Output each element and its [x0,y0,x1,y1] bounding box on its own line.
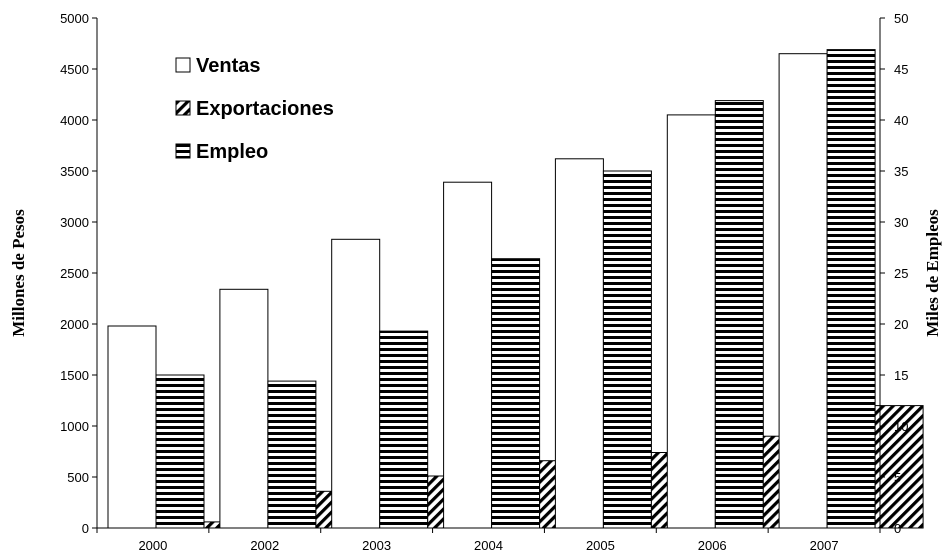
x-tick-label-2002: 2002 [250,538,279,553]
y-tick-label-left-3500: 3500 [60,164,89,179]
bar-empleo-2005 [602,170,652,529]
bar-ventas-2005 [554,158,604,529]
bar-ventas-2007 [778,53,828,529]
y-tick-label-right-20: 20 [894,317,908,332]
y-tick-label-left-500: 500 [67,470,89,485]
y-tick-label-right-25: 25 [894,266,908,281]
bar-ventas-2003 [331,238,381,529]
legend-label-ventas: Ventas [196,55,260,77]
y-tick-label-right-35: 35 [894,164,908,179]
y-tick-label-left-0: 0 [82,521,89,536]
y-tick-label-left-2000: 2000 [60,317,89,332]
bar-ventas-2006 [666,114,716,529]
y-tick-label-right-0: 0 [894,521,901,536]
y-tick-label-right-10: 10 [894,419,908,434]
y-tick-label-right-15: 15 [894,368,908,383]
y-tick-label-left-1000: 1000 [60,419,89,434]
y-tick-label-left-3000: 3000 [60,215,89,230]
y-tick-label-left-2500: 2500 [60,266,89,281]
bar-ventas-2000 [107,325,157,529]
y-tick-label-right-5: 5 [894,470,901,485]
x-tick-label-2007: 2007 [810,538,839,553]
x-tick-label-2003: 2003 [362,538,391,553]
y-tick-label-left-4000: 4000 [60,113,89,128]
bar-empleo-2002 [267,380,317,529]
y-tick-label-left-4500: 4500 [60,62,89,77]
y-tick-label-right-50: 50 [894,11,908,26]
bar-empleo-2003 [379,330,429,529]
legend-swatch-exportaciones [175,100,191,116]
x-tick-label-2004: 2004 [474,538,503,553]
legend-label-empleo: Empleo [196,141,268,163]
legend-swatch-ventas [175,57,191,73]
y-tick-label-right-45: 45 [894,62,908,77]
legend-swatch-empleo [175,143,191,159]
bar-ventas-2002 [219,288,269,529]
x-tick-label-2006: 2006 [698,538,727,553]
y-axis-title-left: Millones de Pesos [9,209,28,337]
y-axis-title-right: Miles de Empleos [923,209,942,337]
x-tick-label-2000: 2000 [138,538,167,553]
bar-empleo-2007 [826,49,876,529]
bar-empleo-2004 [491,258,541,529]
axes-layer: 0500100015002000250030003500400045005000… [9,11,942,553]
y-tick-label-right-30: 30 [894,215,908,230]
bar-empleo-2000 [155,374,205,529]
x-tick-label-2005: 2005 [586,538,615,553]
y-tick-label-left-1500: 1500 [60,368,89,383]
bar-empleo-2006 [714,100,764,529]
bars-layer [107,49,924,529]
y-tick-label-left-5000: 5000 [60,11,89,26]
bar-ventas-2004 [443,181,493,529]
y-tick-label-right-40: 40 [894,113,908,128]
legend: Ventas Exportaciones Empleo [175,55,334,163]
legend-label-exportaciones: Exportaciones [196,98,334,120]
